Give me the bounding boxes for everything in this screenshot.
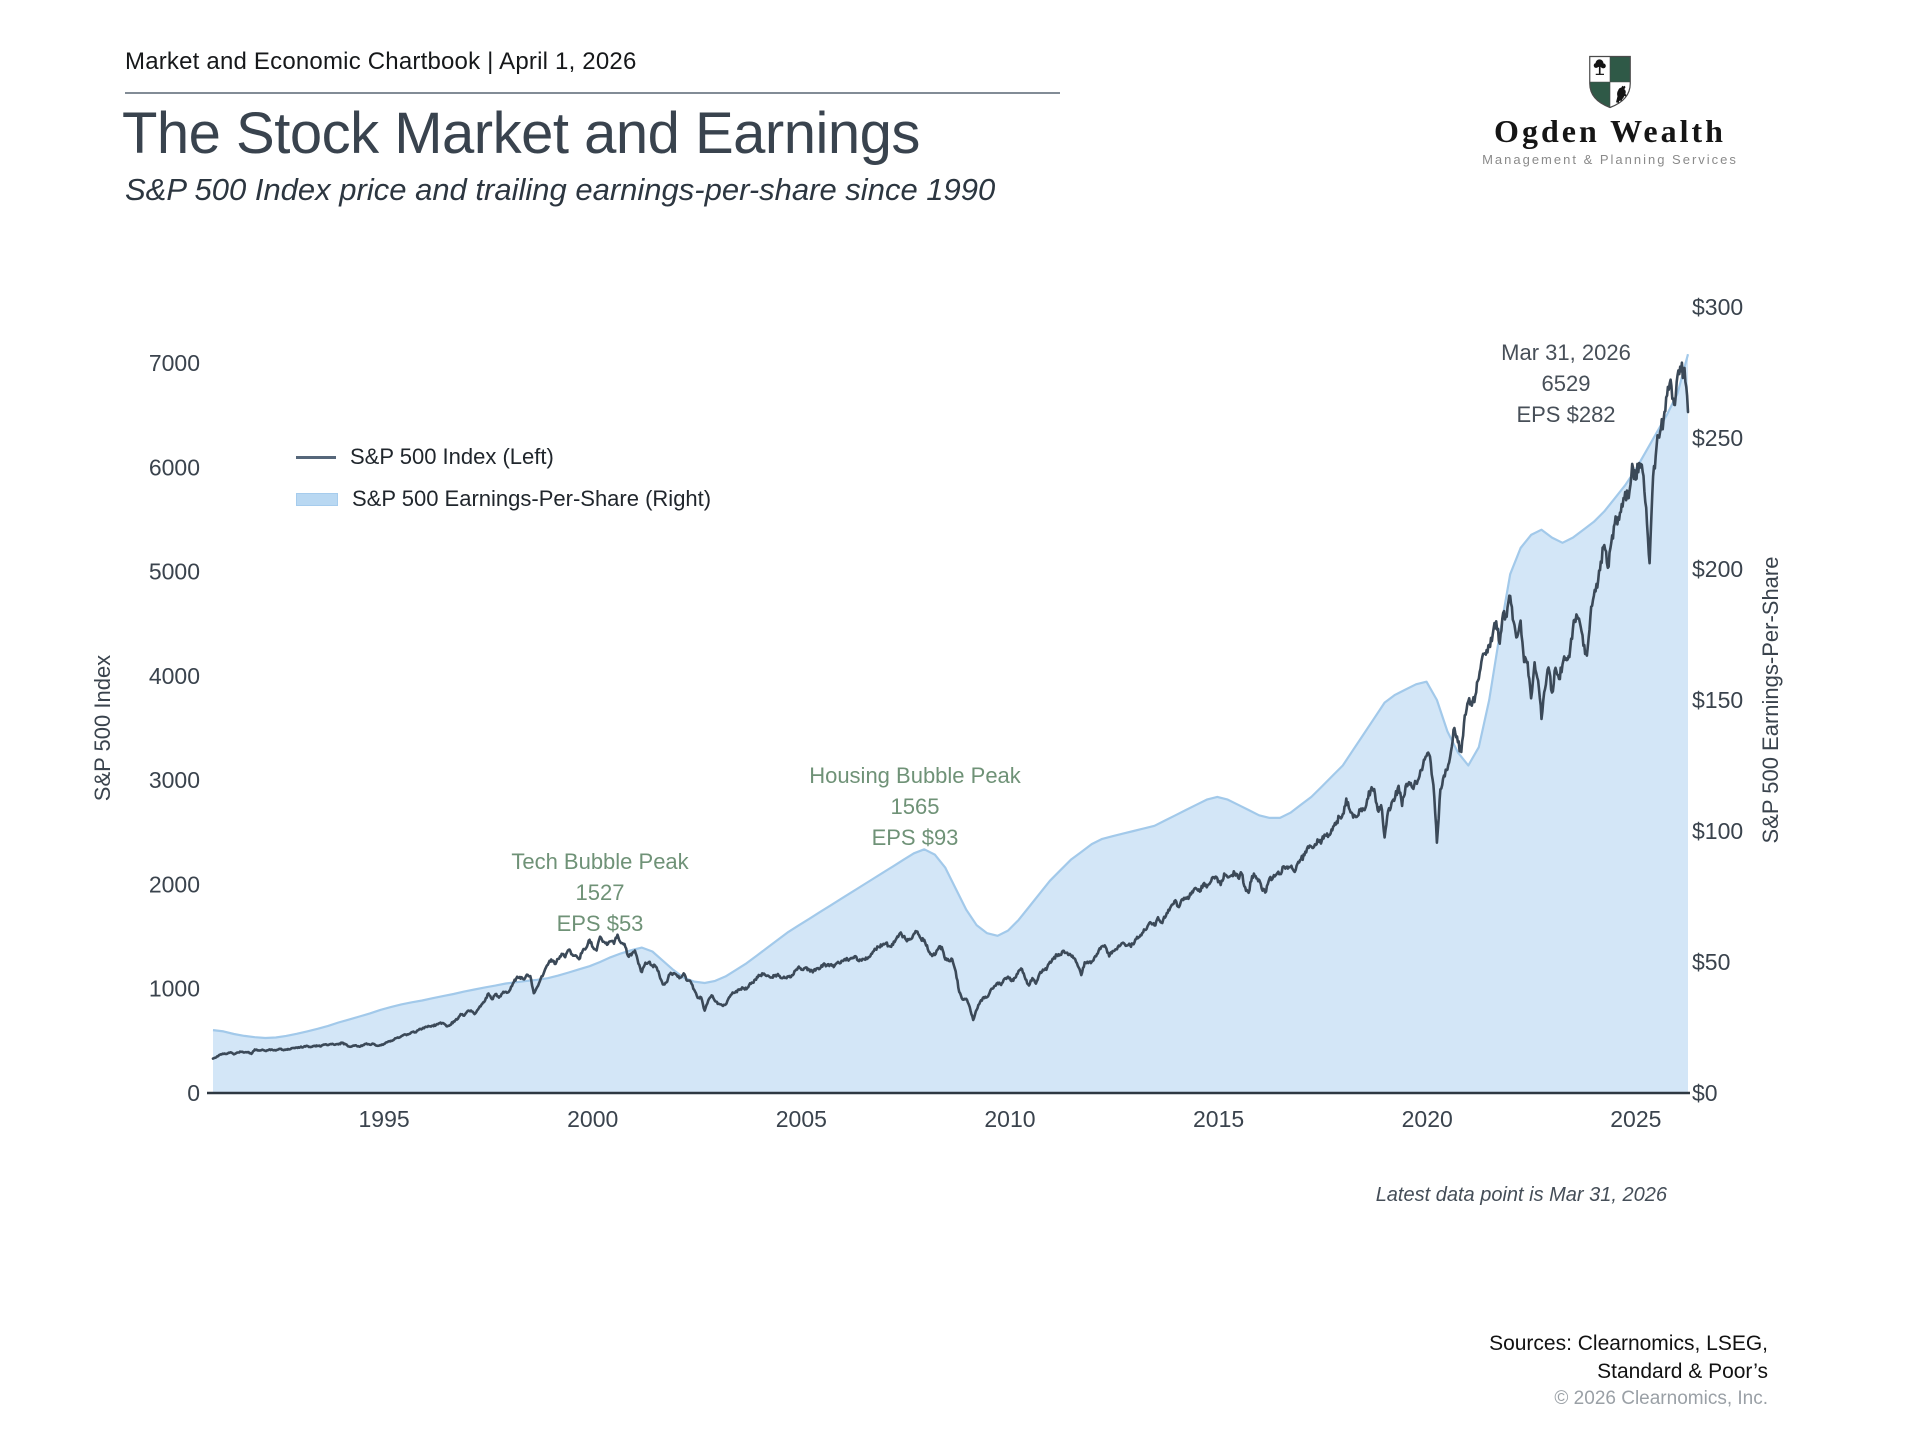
annotation-eps: EPS $93: [871, 825, 959, 850]
logo-name: Ogden Wealth: [1494, 113, 1726, 149]
x-axis-tick-label: 2000: [567, 1106, 618, 1132]
legend-label: S&P 500 Index (Left): [350, 444, 554, 469]
line-swatch-icon: [296, 455, 336, 459]
logo-tagline: Management & Planning Services: [1482, 152, 1738, 167]
shield-crest-icon: [1589, 55, 1631, 109]
x-axis-tick-label: 2005: [776, 1106, 827, 1132]
page-title: The Stock Market and Earnings: [122, 101, 920, 166]
logo: Ogden Wealth Management & Planning Servi…: [1460, 55, 1760, 167]
x-axis-tick-label: 2010: [984, 1106, 1035, 1132]
left-axis-tick-label: 5000: [149, 559, 200, 585]
chartbook-header: Market and Economic Chartbook | April 1,…: [125, 48, 637, 75]
left-axis-tick-label: 2000: [149, 871, 200, 897]
x-axis-tick-label: 2025: [1610, 1106, 1661, 1132]
legend-label: S&P 500 Earnings-Per-Share (Right): [352, 486, 712, 511]
right-axis-tick-label: $250: [1692, 425, 1743, 451]
lion-icon: [1616, 85, 1628, 103]
x-axis-tick-label: 2015: [1193, 1106, 1244, 1132]
annotation-value: 6529: [1541, 371, 1591, 396]
left-axis-title: S&P 500 Index: [90, 655, 115, 801]
sources-line: Sources: Clearnomics, LSEG,: [1489, 1332, 1768, 1355]
right-axis-tick-label: $50: [1692, 949, 1730, 975]
annotation-title: Mar 31, 2026: [1501, 340, 1631, 365]
area-swatch-icon: [296, 492, 338, 506]
right-axis-tick-label: $200: [1692, 556, 1743, 582]
header-divider: [125, 92, 1060, 94]
page-subtitle: S&P 500 Index price and trailing earning…: [125, 172, 996, 207]
sources-text: Sources: Clearnomics, LSEG, Standard & P…: [1489, 1330, 1768, 1386]
right-axis-tick-label: $100: [1692, 818, 1743, 844]
annotation-title: Tech Bubble Peak: [511, 849, 689, 874]
left-axis-tick-label: 0: [187, 1080, 200, 1106]
annotation-title: Housing Bubble Peak: [809, 763, 1021, 788]
legend-item-index: S&P 500 Index (Left): [296, 444, 711, 470]
annotation-value: 1527: [575, 880, 625, 905]
legend-item-eps: S&P 500 Earnings-Per-Share (Right): [296, 486, 711, 512]
right-axis-title: S&P 500 Earnings-Per-Share: [1758, 557, 1783, 844]
tree-icon: [1593, 59, 1606, 75]
x-axis-tick-label: 2020: [1402, 1106, 1453, 1132]
right-axis-tick-label: $150: [1692, 687, 1743, 713]
annotation-latest-point: Mar 31, 2026 6529 EPS $282: [1501, 337, 1631, 430]
annotation-eps: EPS $53: [556, 911, 644, 936]
annotation-housing-bubble: Housing Bubble Peak 1565 EPS $93: [809, 760, 1021, 853]
left-axis-tick-label: 6000: [149, 454, 200, 480]
left-axis-tick-label: 1000: [149, 976, 200, 1002]
left-axis-tick-label: 4000: [149, 663, 200, 689]
right-axis-tick-label: $0: [1692, 1080, 1718, 1106]
eps-area-edge: [212, 353, 1690, 1040]
annotation-tech-bubble: Tech Bubble Peak 1527 EPS $53: [511, 846, 688, 939]
sp500-index-line: [211, 361, 1690, 1060]
annotation-value: 1565: [890, 794, 940, 819]
copyright-text: © 2026 Clearnomics, Inc.: [1554, 1388, 1768, 1409]
eps-area-fill: [213, 354, 1688, 1093]
x-axis-tick-label: 1995: [358, 1106, 409, 1132]
right-axis-tick-label: $300: [1692, 294, 1743, 320]
chart-legend: S&P 500 Index (Left) S&P 500 Earnings-Pe…: [296, 444, 711, 528]
sources-line: Standard & Poor’s: [1597, 1360, 1768, 1383]
left-axis-tick-label: 7000: [149, 350, 200, 376]
latest-data-footnote: Latest data point is Mar 31, 2026: [1375, 1184, 1667, 1206]
annotation-eps: EPS $282: [1516, 402, 1616, 427]
left-axis-tick-label: 3000: [149, 767, 200, 793]
